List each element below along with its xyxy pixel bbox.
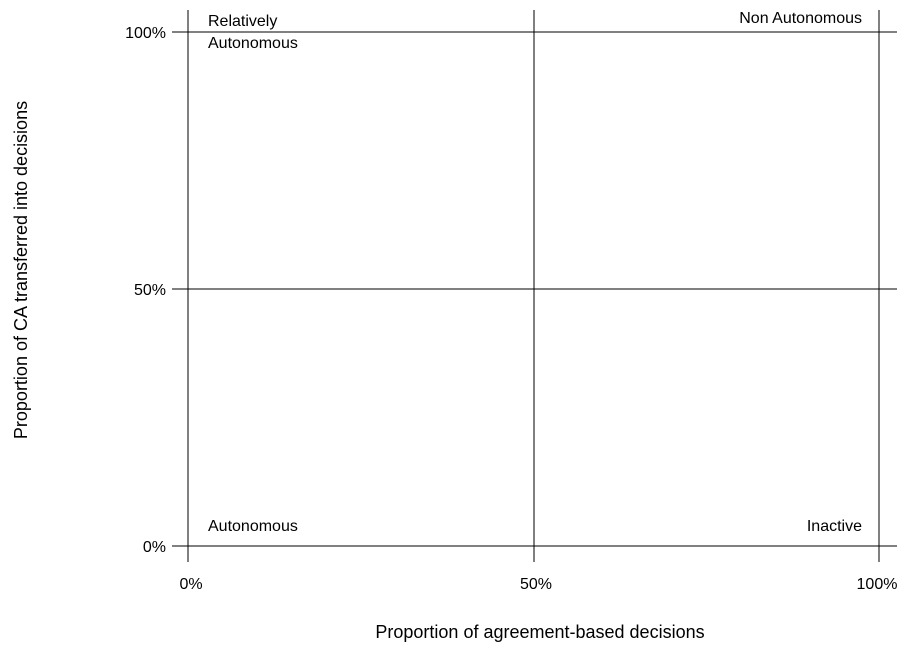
grid-lines [172,10,897,562]
x-axis-title: Proportion of agreement-based decisions [375,622,704,642]
x-tick-label-0: 0% [179,576,202,593]
y-axis-title: Proportion of CA transferred into decisi… [11,101,31,439]
y-tick-label-50: 50% [134,282,166,299]
label-autonomous: Autonomous [208,518,298,535]
y-tick-label-100: 100% [125,25,166,42]
x-tick-label-100: 100% [857,576,898,593]
y-tick-labels: 100% 50% 0% [125,25,166,556]
x-tick-label-50: 50% [520,576,552,593]
label-relatively-autonomous-line1: Relatively [208,13,277,30]
label-non-autonomous: Non Autonomous [739,10,862,27]
y-tick-label-0: 0% [143,539,166,556]
label-relatively-autonomous-line2: Autonomous [208,35,298,52]
label-inactive: Inactive [807,518,862,535]
quadrant-labels: Relatively Autonomous Non Autonomous Aut… [208,10,862,535]
x-tick-labels: 0% 50% 100% [179,576,897,593]
